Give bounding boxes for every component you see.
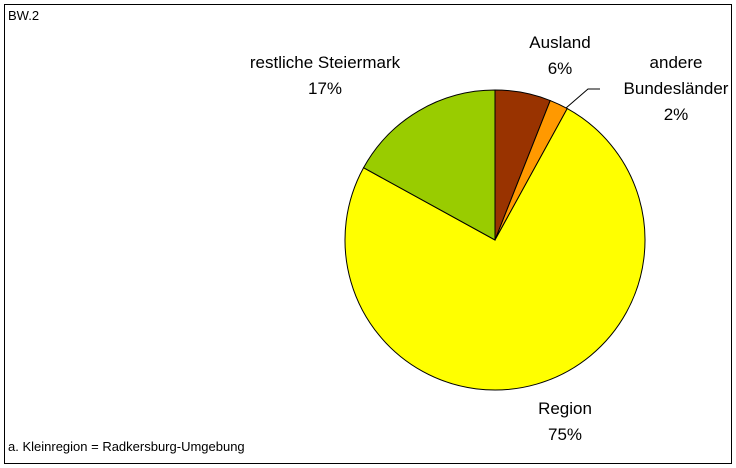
annotation: BW.2 (8, 8, 40, 23)
value-label: 75% (547, 425, 583, 444)
pie-slice (362, 89, 496, 241)
value-label: 6% (547, 59, 573, 78)
category-label: restliche Steiermark (249, 53, 401, 72)
category-label: andere Bundesländer (623, 53, 729, 98)
leader-line (565, 88, 600, 109)
value-label: 2% (663, 105, 689, 124)
category-label: Region (538, 399, 592, 418)
value-label: 17% (307, 79, 343, 98)
slice-label: andere Bundesländer 2% (616, 50, 736, 128)
pie-slice (344, 107, 646, 391)
slice-label: Ausland 6% (529, 30, 590, 82)
annotation: a. Kleinregion = Radkersburg-Umgebung (8, 439, 245, 454)
category-label: Ausland (529, 33, 591, 52)
slice-label: restliche Steiermark 17% (250, 50, 400, 102)
slice-label: Region 75% (538, 396, 592, 448)
